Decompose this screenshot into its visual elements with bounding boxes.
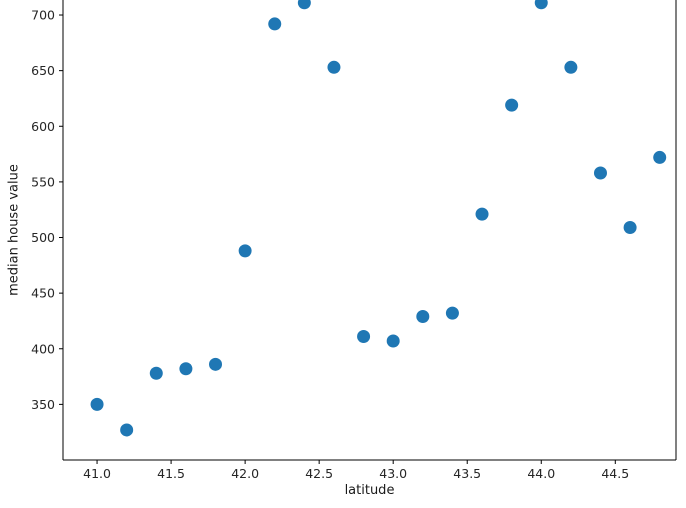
x-tick-label: 41.0	[83, 466, 111, 481]
x-tick-label: 43.5	[453, 466, 481, 481]
data-point	[475, 207, 489, 221]
y-tick-label: 400	[31, 341, 55, 356]
y-tick-label: 650	[31, 63, 55, 78]
data-point	[238, 244, 252, 258]
x-tick-label: 43.0	[379, 466, 407, 481]
y-axis-label: median house value	[6, 164, 22, 296]
data-point	[505, 98, 519, 112]
data-point	[327, 60, 341, 74]
data-point	[357, 330, 371, 344]
x-tick-label: 44.0	[527, 466, 555, 481]
data-point	[416, 309, 430, 323]
x-tick-label: 42.5	[305, 466, 333, 481]
x-tick-label: 41.5	[157, 466, 185, 481]
data-point	[120, 423, 134, 437]
y-tick-label: 600	[31, 119, 55, 134]
y-tick-label: 350	[31, 397, 55, 412]
data-point	[297, 0, 311, 10]
data-point	[564, 60, 578, 74]
data-point	[149, 366, 163, 380]
y-tick-label: 550	[31, 174, 55, 189]
data-point	[653, 150, 667, 164]
x-tick-label: 44.5	[601, 466, 629, 481]
y-tick-label: 500	[31, 230, 55, 245]
x-tick-label: 42.0	[231, 466, 259, 481]
x-axis-label: latitude	[344, 483, 395, 498]
y-tick-label: 700	[31, 8, 55, 23]
data-point	[90, 397, 104, 411]
data-point	[386, 334, 400, 348]
data-point	[268, 17, 282, 31]
data-point	[623, 220, 637, 234]
data-point	[179, 362, 193, 376]
data-point	[209, 357, 223, 371]
data-point	[593, 166, 607, 180]
data-point	[445, 306, 459, 320]
data-point	[534, 0, 548, 10]
y-tick-label: 450	[31, 286, 55, 301]
